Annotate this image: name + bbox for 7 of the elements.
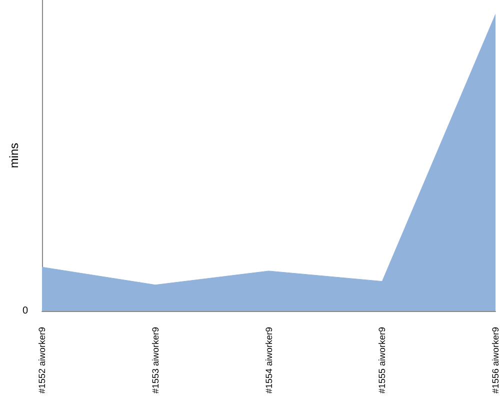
x-tick-label: #1553 aiworker9 [150,327,160,394]
x-tick-label: #1554 aiworker9 [264,327,274,394]
y-axis-title: mins [7,142,21,168]
x-tick-label: #1552 aiworker9 [37,327,47,394]
text: 0 [22,306,28,316]
x-tick-label: #1556 aiworker9 [490,327,500,394]
x-tick-label: #1555 aiworker9 [377,327,388,394]
